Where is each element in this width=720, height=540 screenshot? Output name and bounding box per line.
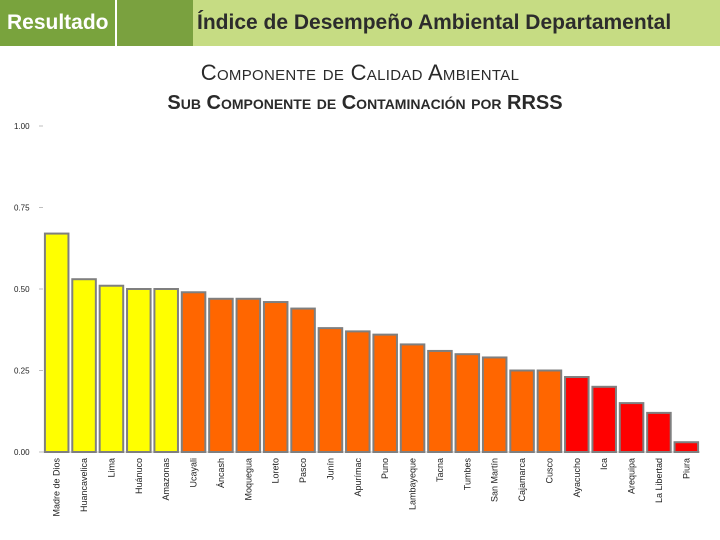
bar <box>235 297 262 453</box>
x-category-label: Cusco <box>544 458 554 484</box>
y-tick-label: 0.00 <box>14 448 30 457</box>
result-tab[interactable]: Resultado <box>0 0 117 46</box>
x-category-label: Amazonas <box>161 458 171 501</box>
y-tick-label: 0.25 <box>14 367 30 376</box>
bar <box>317 327 344 453</box>
y-tick-label: 0.75 <box>14 204 30 213</box>
x-category-label: Lima <box>106 458 116 478</box>
x-category-label: Junín <box>325 458 335 480</box>
x-category-label: Tacna <box>435 458 445 482</box>
x-category-label: Loreto <box>271 458 281 484</box>
x-category-label: Moquegua <box>243 458 253 501</box>
x-category-label: Áncash <box>216 458 226 488</box>
bar <box>208 297 234 453</box>
y-tick-label: 1.00 <box>14 122 30 131</box>
x-category-label: Apurímac <box>353 458 363 497</box>
bar <box>427 349 453 453</box>
bar <box>126 288 152 453</box>
x-category-label: Pasco <box>298 458 308 483</box>
x-category-label: Lambayeque <box>408 458 418 510</box>
bar <box>98 284 125 453</box>
x-category-label: Madre de Dios <box>52 458 62 517</box>
x-category-label: Piura <box>681 458 691 479</box>
page-title: Índice de Desempeño Ambiental Departamen… <box>193 0 720 46</box>
bar <box>153 288 179 453</box>
bar <box>43 232 70 453</box>
chart-subtitle: Sub Componente de Contaminación por RRSS <box>167 92 563 114</box>
bar <box>262 301 289 454</box>
bar <box>399 343 426 454</box>
bar <box>618 402 645 454</box>
x-category-label: San Martín <box>490 458 500 502</box>
bar <box>372 333 398 454</box>
bar <box>646 411 672 454</box>
bar <box>509 369 535 453</box>
bar <box>564 376 590 453</box>
bar <box>290 307 316 453</box>
x-category-label: Puno <box>380 458 390 479</box>
x-category-label: Cajamarca <box>517 458 527 502</box>
x-category-label: La Libertad <box>654 458 664 503</box>
bar <box>536 369 563 453</box>
chart-title: Componente de Calidad Ambiental <box>200 60 520 85</box>
bar <box>345 330 371 454</box>
bar <box>71 278 97 453</box>
y-tick-label: 0.50 <box>14 285 30 294</box>
x-category-label: Ucayali <box>189 458 199 488</box>
x-category-label: Huánuco <box>134 458 144 494</box>
x-category-label: Tumbes <box>462 458 472 491</box>
bar <box>481 356 508 453</box>
x-category-label: Huancavelica <box>79 458 89 512</box>
x-category-label: Ica <box>599 458 609 470</box>
bar <box>180 291 207 454</box>
x-category-label: Ayacucho <box>572 458 582 497</box>
bar <box>591 385 617 453</box>
x-category-label: Arequipa <box>627 458 637 494</box>
bar <box>454 353 481 454</box>
bar <box>673 441 700 454</box>
